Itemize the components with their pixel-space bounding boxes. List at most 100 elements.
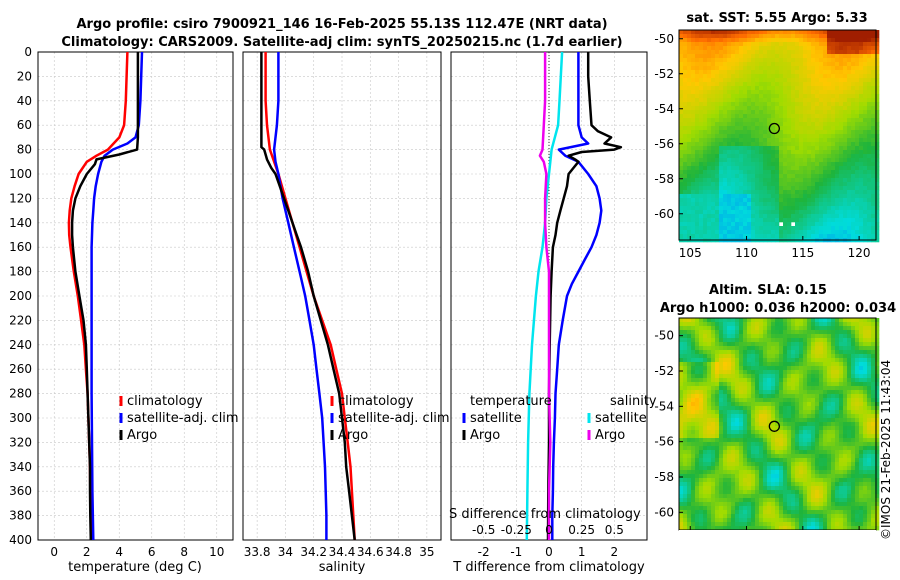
heatmap-cell bbox=[835, 126, 840, 131]
heatmap-cell bbox=[699, 358, 704, 363]
heatmap-cell bbox=[811, 190, 816, 195]
heatmap-cell bbox=[799, 222, 804, 227]
heatmap-cell bbox=[739, 206, 744, 211]
heatmap-cell bbox=[787, 434, 792, 439]
heatmap-cell bbox=[763, 438, 768, 443]
heatmap-cell bbox=[867, 422, 872, 427]
heatmap-cell bbox=[767, 338, 772, 343]
heatmap-cell bbox=[735, 454, 740, 459]
heatmap-cell bbox=[783, 150, 788, 155]
heatmap-cell bbox=[695, 218, 700, 223]
heatmap-cell bbox=[711, 322, 716, 327]
heatmap-cell bbox=[875, 142, 880, 147]
heatmap-cell bbox=[843, 182, 848, 187]
heatmap-cell bbox=[727, 374, 732, 379]
heatmap-cell bbox=[815, 90, 820, 95]
heatmap-cell bbox=[831, 462, 836, 467]
heatmap-cell bbox=[803, 186, 808, 191]
heatmap-cell bbox=[811, 458, 816, 463]
heatmap-cell bbox=[867, 330, 872, 335]
heatmap-cell bbox=[763, 386, 768, 391]
heatmap-cell bbox=[739, 134, 744, 139]
heatmap-cell bbox=[839, 202, 844, 207]
heatmap-cell bbox=[855, 94, 860, 99]
heatmap-cell bbox=[679, 442, 684, 447]
heatmap-cell bbox=[779, 374, 784, 379]
heatmap-cell bbox=[727, 430, 732, 435]
heatmap-cell bbox=[767, 222, 772, 227]
heatmap-cell bbox=[719, 38, 724, 43]
heatmap-cell bbox=[699, 90, 704, 95]
heatmap-cell bbox=[827, 62, 832, 67]
heatmap-cell bbox=[859, 110, 864, 115]
heatmap-cell bbox=[747, 462, 752, 467]
heatmap-cell bbox=[831, 458, 836, 463]
heatmap-cell bbox=[859, 434, 864, 439]
heatmap-cell bbox=[839, 482, 844, 487]
heatmap-cell bbox=[739, 202, 744, 207]
heatmap-cell bbox=[715, 354, 720, 359]
heatmap-cell bbox=[871, 434, 876, 439]
heatmap-cell bbox=[715, 462, 720, 467]
heatmap-cell bbox=[803, 194, 808, 199]
heatmap-cell bbox=[851, 346, 856, 351]
heatmap-cell bbox=[807, 434, 812, 439]
heatmap-cell bbox=[783, 102, 788, 107]
heatmap-cell bbox=[743, 474, 748, 479]
heatmap-cell bbox=[699, 122, 704, 127]
heatmap-cell bbox=[719, 382, 724, 387]
heatmap-cell bbox=[779, 142, 784, 147]
heatmap-cell bbox=[871, 58, 876, 63]
heatmap-cell bbox=[835, 142, 840, 147]
heatmap-cell bbox=[731, 102, 736, 107]
heatmap-cell bbox=[707, 58, 712, 63]
heatmap-cell bbox=[803, 466, 808, 471]
heatmap-cell bbox=[683, 370, 688, 375]
heatmap-cell bbox=[819, 346, 824, 351]
heatmap-cell bbox=[711, 138, 716, 143]
heatmap-cell bbox=[723, 406, 728, 411]
heatmap-cell bbox=[823, 410, 828, 415]
heatmap-cell bbox=[851, 122, 856, 127]
heatmap-cell bbox=[739, 422, 744, 427]
heatmap-cell bbox=[707, 414, 712, 419]
heatmap-cell bbox=[723, 174, 728, 179]
heatmap-cell bbox=[811, 158, 816, 163]
heatmap-cell bbox=[723, 362, 728, 367]
heatmap-cell bbox=[695, 178, 700, 183]
heatmap-cell bbox=[819, 202, 824, 207]
heatmap-cell bbox=[739, 158, 744, 163]
heatmap-cell bbox=[755, 54, 760, 59]
heatmap-cell bbox=[771, 438, 776, 443]
heatmap-cell bbox=[679, 110, 684, 115]
heatmap-cell bbox=[815, 54, 820, 59]
heatmap-cell bbox=[851, 186, 856, 191]
heatmap-cell bbox=[835, 146, 840, 151]
heatmap-cell bbox=[827, 334, 832, 339]
heatmap-cell bbox=[867, 126, 872, 131]
heatmap-cell bbox=[839, 362, 844, 367]
heatmap-cell bbox=[787, 342, 792, 347]
heatmap-cell bbox=[803, 74, 808, 79]
heatmap-cell bbox=[731, 218, 736, 223]
heatmap-cell bbox=[791, 402, 796, 407]
heatmap-cell bbox=[687, 358, 692, 363]
heatmap-cell bbox=[763, 146, 768, 151]
heatmap-cell bbox=[799, 354, 804, 359]
series-line-s-argo bbox=[538, 52, 552, 540]
heatmap-cell bbox=[687, 234, 692, 239]
heatmap-cell bbox=[747, 50, 752, 55]
heatmap-cell bbox=[831, 210, 836, 215]
heatmap-cell bbox=[751, 326, 756, 331]
heatmap-cell bbox=[743, 142, 748, 147]
heatmap-cell bbox=[827, 318, 832, 323]
heatmap-cell bbox=[711, 330, 716, 335]
heatmap-cell bbox=[863, 442, 868, 447]
heatmap-cell bbox=[679, 322, 684, 327]
heatmap-cell bbox=[719, 50, 724, 55]
heatmap-cell bbox=[803, 390, 808, 395]
heatmap-cell bbox=[779, 346, 784, 351]
heatmap-cell bbox=[779, 366, 784, 371]
heatmap-cell bbox=[871, 194, 876, 199]
heatmap-cell bbox=[771, 342, 776, 347]
